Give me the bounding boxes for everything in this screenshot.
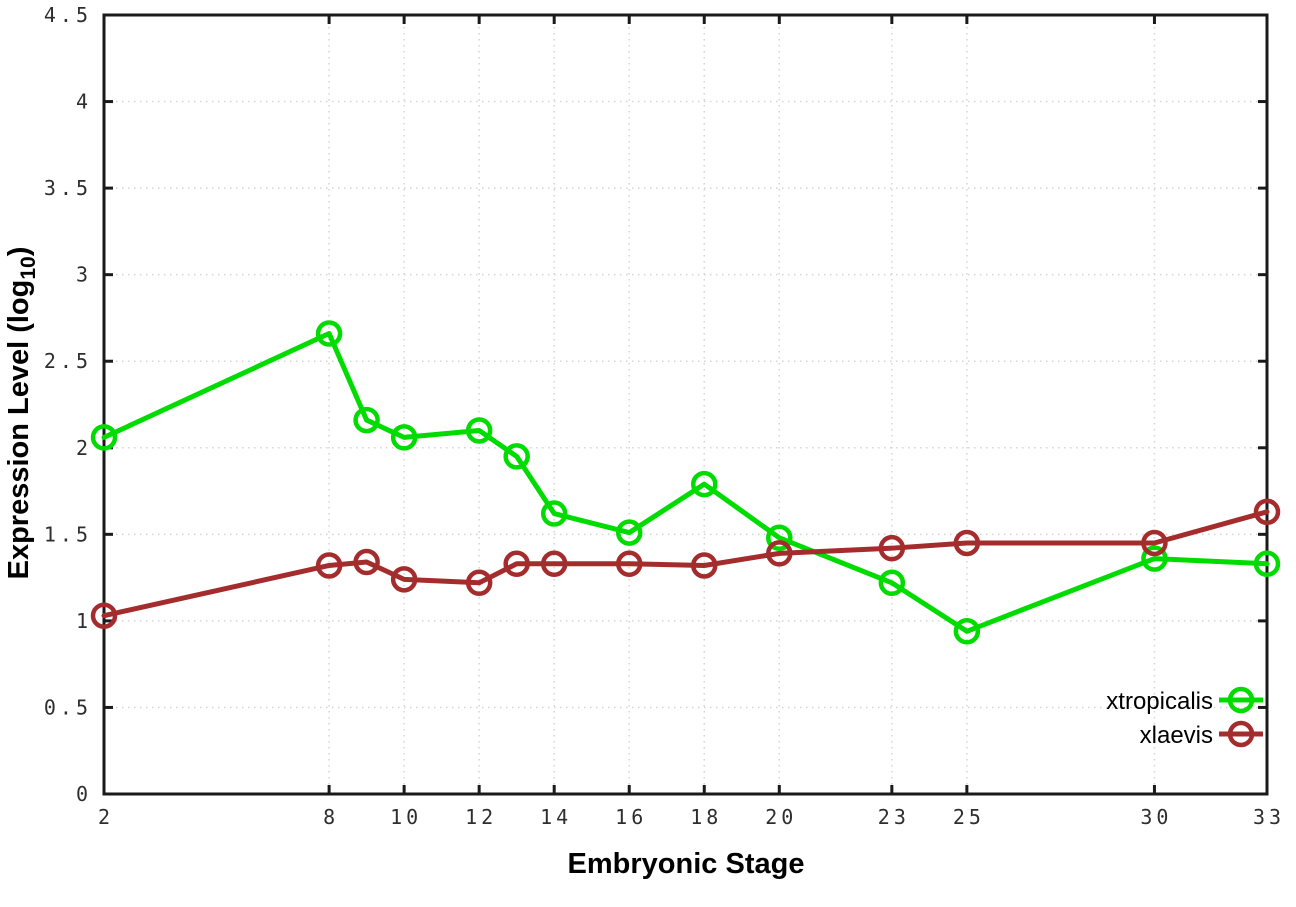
x-tick-label: 23: [878, 805, 910, 829]
y-tick-label: 2: [76, 436, 92, 460]
data-point-xtropicalis: [878, 569, 906, 597]
y-axis-title-subscript: 10: [16, 256, 40, 280]
data-point-xtropicalis: [390, 424, 418, 451]
y-tick-label: 1: [76, 609, 92, 633]
data-point-xlaevis: [90, 602, 118, 629]
data-point-xtropicalis: [1253, 550, 1281, 578]
x-tick-label: 18: [690, 805, 722, 829]
data-point-xtropicalis: [1141, 545, 1168, 572]
data-point-xlaevis: [953, 529, 981, 557]
data-point-xlaevis: [878, 534, 906, 562]
data-point-xtropicalis: [353, 406, 380, 434]
data-point-xlaevis: [353, 548, 380, 576]
legend-label-xtropicalis: xtropicalis: [1106, 688, 1213, 715]
x-axis-title: Embryonic Stage: [567, 848, 805, 880]
y-axis-title-close: ): [3, 246, 36, 257]
data-point-xlaevis: [1141, 529, 1168, 557]
data-point-xtropicalis: [540, 500, 568, 527]
data-point-xlaevis: [390, 566, 418, 593]
y-tick-label: 0: [76, 782, 92, 806]
data-point-xlaevis: [315, 552, 343, 579]
data-point-xtropicalis: [90, 424, 118, 451]
x-tick-label: 25: [953, 805, 985, 829]
legend-label-xlaevis: xlaevis: [1139, 722, 1213, 749]
data-point-xlaevis: [465, 569, 493, 597]
data-point-xlaevis: [766, 540, 793, 567]
y-tick-label: 4.5: [44, 3, 92, 27]
x-tick-label: 20: [765, 805, 797, 829]
data-point-xlaevis: [503, 550, 530, 578]
data-point-xlaevis: [615, 550, 643, 578]
data-point-xtropicalis: [503, 443, 530, 470]
y-axis-title: Expression Level (log10): [3, 247, 41, 580]
legend-sample-marker-xlaevis: [1227, 720, 1255, 748]
data-point-xlaevis: [1253, 498, 1281, 526]
y-tick-label: 2.5: [44, 349, 92, 373]
data-point-xlaevis: [540, 550, 568, 578]
plot-border: [102, 13, 1269, 796]
data-point-xtropicalis: [465, 417, 493, 444]
data-point-xtropicalis: [615, 519, 643, 546]
series-line-xlaevis: [101, 509, 1270, 619]
x-tick-label: 10: [390, 805, 422, 829]
x-tick-label: 2: [98, 805, 114, 829]
x-tick-label: 8: [323, 805, 339, 829]
y-tick-label: 3: [76, 263, 92, 287]
x-tick-label: 33: [1253, 805, 1285, 829]
y-tick-label: 0.5: [44, 695, 92, 719]
data-point-xtropicalis: [315, 320, 343, 347]
y-tick-label: 4: [76, 90, 92, 114]
y-tick-label: 1.5: [44, 522, 92, 546]
x-tick-label: 30: [1140, 805, 1172, 829]
x-tick-label: 12: [465, 805, 497, 829]
series-line-xtropicalis: [101, 331, 1270, 634]
data-point-xtropicalis: [691, 470, 718, 498]
x-tick-label: 16: [615, 805, 647, 829]
y-axis-title-text: Expression Level (log: [3, 279, 36, 580]
data-point-xtropicalis: [766, 524, 793, 552]
data-point-xlaevis: [691, 552, 718, 579]
legend-sample-marker-xtropicalis: [1227, 686, 1255, 714]
data-point-xtropicalis: [953, 618, 981, 645]
y-tick-label: 3.5: [44, 176, 92, 200]
x-tick-label: 14: [540, 805, 572, 829]
